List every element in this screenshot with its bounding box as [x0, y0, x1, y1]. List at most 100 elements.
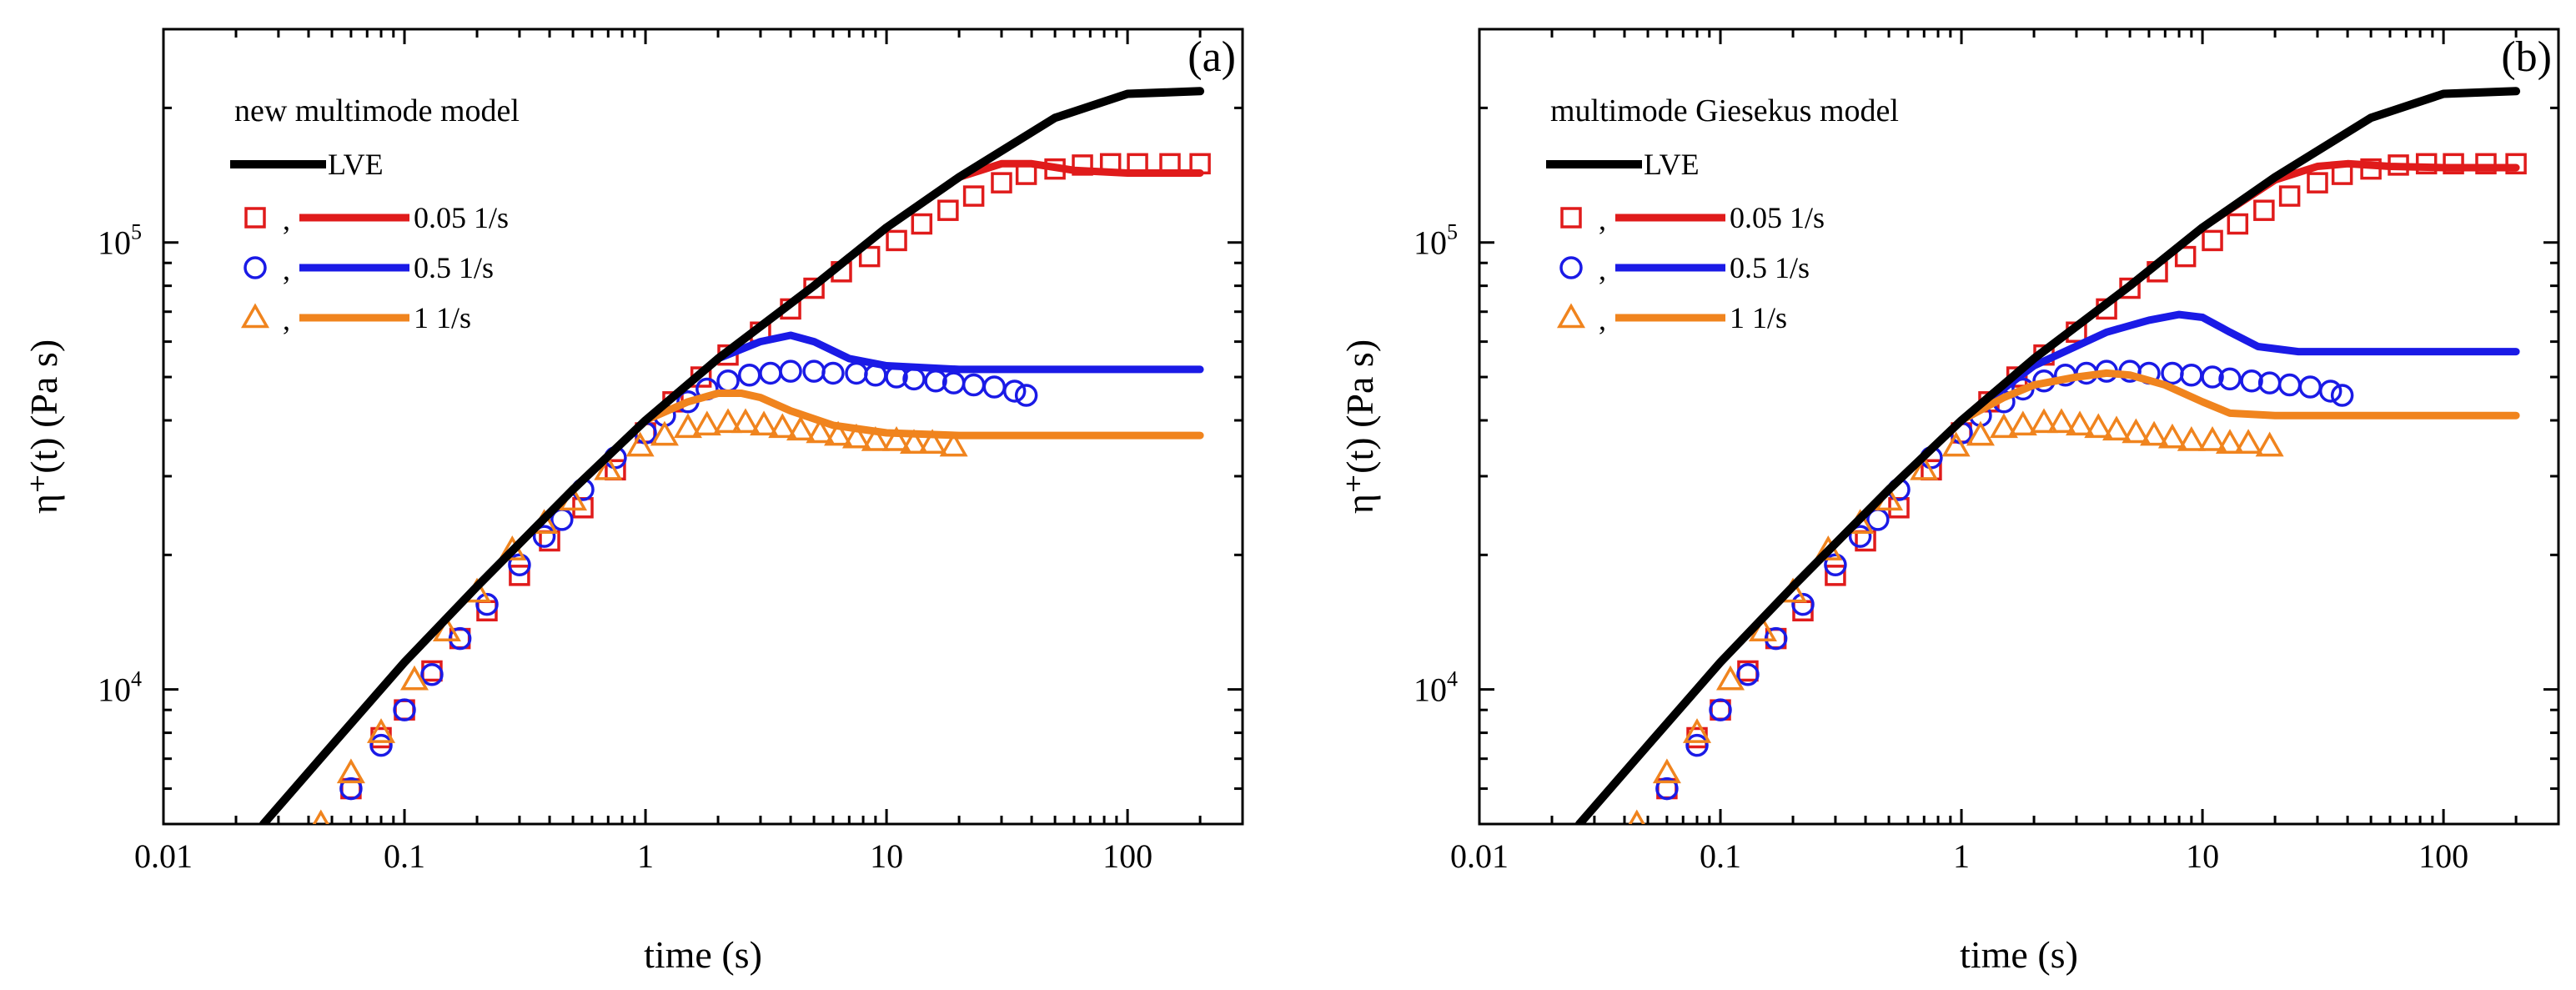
data-point [882, 425, 911, 451]
data-point [858, 245, 881, 268]
data-point [2202, 229, 2223, 252]
series-1-markers [1655, 359, 2354, 801]
panel-label: (a) [1188, 33, 1236, 81]
legend-comma: , [283, 203, 290, 236]
y-tick-base: 10 [98, 671, 131, 709]
series-1-markers [339, 359, 1038, 801]
data-point [759, 361, 782, 385]
data-point [2218, 367, 2242, 391]
data-point [1791, 592, 1815, 616]
data-point [768, 413, 797, 439]
legend-series-1-label: 0.5 1/s [414, 251, 494, 284]
data-point [312, 809, 329, 824]
data-point [1825, 565, 1846, 586]
data-point [2102, 415, 2132, 441]
data-point [532, 525, 556, 548]
data-point [2475, 153, 2497, 175]
data-point [2253, 199, 2275, 221]
data-point [802, 359, 826, 383]
x-tick-label: 100 [1102, 837, 1152, 875]
data-point [475, 592, 499, 616]
data-point [750, 410, 779, 436]
data-point [962, 185, 985, 207]
data-point [886, 229, 907, 252]
data-point [2298, 375, 2322, 399]
series-1-model-line [1957, 310, 2520, 425]
data-point [2174, 245, 2197, 268]
data-point [1560, 207, 1582, 229]
data-point [1559, 256, 1583, 279]
data-point [1652, 758, 1681, 784]
data-point [911, 213, 933, 235]
legend-title: multimode Giesekus model [1550, 93, 1899, 128]
data-point [2161, 361, 2184, 385]
legend-title: new multimode model [234, 93, 520, 128]
x-axis-label: time (s) [644, 933, 762, 976]
data-point [1628, 809, 1645, 824]
data-point [2201, 365, 2224, 389]
y-tick-exponent: 4 [1447, 667, 1458, 691]
data-point [899, 429, 929, 455]
legend-series-2-label: 1 1/s [1730, 301, 1787, 334]
data-point [821, 361, 845, 385]
data-point [982, 375, 1007, 399]
data-point [2227, 213, 2249, 235]
legend-series-0-label: 0.05 1/s [414, 201, 509, 234]
plot-frame [1478, 28, 2560, 826]
data-point [336, 758, 365, 784]
legend-series-1-label: 0.5 1/s [1730, 251, 1810, 284]
data-point [1989, 413, 2018, 439]
data-point [2255, 431, 2284, 457]
data-point [2318, 379, 2343, 403]
y-tick-label: 105 [1414, 220, 1458, 262]
data-point [918, 429, 947, 455]
data-point [2180, 363, 2203, 387]
data-point [937, 199, 959, 221]
data-point [2277, 373, 2302, 397]
data-point [244, 207, 266, 229]
plot-area [259, 87, 1211, 824]
legend-comma: , [1599, 303, 1606, 336]
legend: new multimode model LVE, 0.05 1/s, 0.5 1/s,… [230, 93, 520, 336]
data-point [824, 420, 853, 446]
data-point [393, 698, 416, 721]
y-tick-base: 10 [1414, 224, 1447, 262]
data-point [1910, 455, 1939, 480]
data-point [714, 408, 743, 434]
data-point [2066, 410, 2095, 436]
data-point [1966, 420, 1995, 446]
y-tick-label: 104 [1414, 667, 1458, 709]
data-point [716, 369, 740, 393]
data-point [1709, 698, 1732, 721]
data-point [2505, 153, 2527, 175]
y-tick-exponent: 4 [131, 667, 142, 691]
data-point [692, 410, 721, 436]
y-axis-label: η⁺(t) (Pa s) [1338, 339, 1381, 514]
data-point [962, 373, 986, 397]
series-2-model-line [1957, 369, 2520, 425]
legend-comma: , [1599, 203, 1606, 236]
plot-frame [162, 28, 1244, 826]
legend-series-0-label: 0.05 1/s [1730, 201, 1825, 234]
data-point [861, 425, 890, 451]
data-point [2215, 429, 2245, 455]
data-point [845, 361, 868, 385]
data-point [420, 662, 444, 686]
data-point [1683, 718, 1712, 743]
data-point [509, 565, 530, 586]
data-point [786, 415, 816, 441]
data-point [2330, 384, 2354, 407]
data-point [2278, 185, 2301, 207]
data-point [240, 303, 270, 329]
x-tick-label: 10 [870, 837, 903, 875]
data-point [2157, 423, 2187, 449]
data-point [841, 423, 871, 449]
data-point [1002, 379, 1027, 403]
data-point [594, 455, 623, 480]
data-point [673, 413, 702, 439]
data-point [731, 408, 761, 434]
data-point [367, 718, 396, 743]
legend: multimode Giesekus model LVE, 0.05 1/s, 0.5… [1546, 93, 1899, 336]
